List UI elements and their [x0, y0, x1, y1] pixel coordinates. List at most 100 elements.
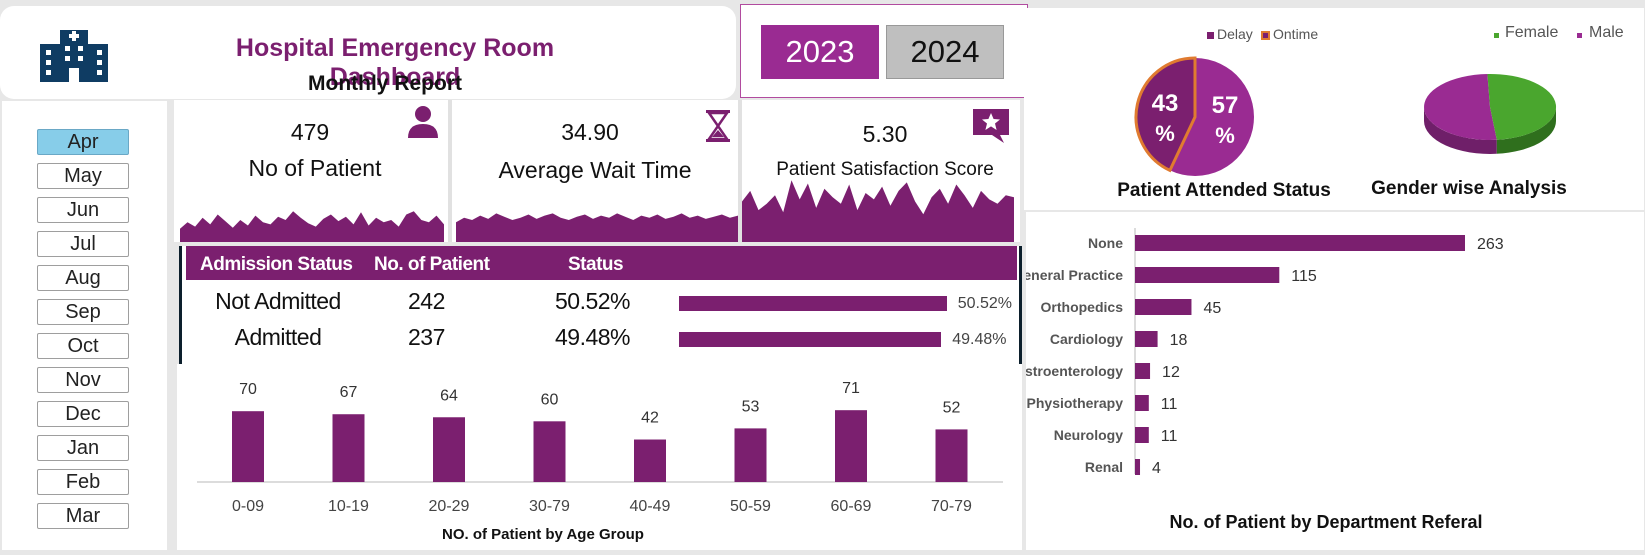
month-button-nov[interactable]: Nov: [37, 367, 129, 393]
age-bar-data-label: 60: [541, 391, 559, 408]
chart-title-attended-status: Patient Attended Status: [1117, 180, 1331, 201]
sparkline-satisfaction: [742, 180, 1014, 242]
star-comment-icon: [973, 109, 1009, 143]
sparkline-patients: [180, 211, 444, 242]
department-tick-label: Cardiology: [1050, 331, 1123, 347]
age-bar-data-label: 67: [340, 384, 358, 401]
month-button-sep[interactable]: Sep: [37, 299, 129, 325]
admission-progress-bar: [679, 332, 942, 347]
age-tick-label: 30-79: [529, 498, 570, 515]
department-data-label: 263: [1477, 236, 1504, 253]
admission-progress-bar: [679, 296, 947, 311]
month-button-oct[interactable]: Oct: [37, 333, 129, 359]
pie-side-male: [1424, 107, 1497, 154]
department-bar: [1135, 299, 1192, 315]
hospital-icon: [40, 30, 108, 82]
department-tick-label: Gastroenterology: [1026, 363, 1123, 379]
department-tick-label: Neurology: [1054, 427, 1123, 443]
column-header-status: Status: [568, 254, 624, 275]
admission-bar-label: 50.52%: [957, 295, 1013, 312]
pie-slice-female: [1487, 73, 1557, 140]
legend-swatch-ontime: [1261, 31, 1270, 40]
pie-side-female: [1496, 107, 1556, 154]
age-group-chart-panel: 70 0-09 67 10-19 64 20-29 60 30-79 42 40-49 53 50-5…: [177, 364, 1022, 550]
age-tick-label: 50-59: [730, 498, 771, 515]
month-slicer: Apr May Jun Jul Aug Sep Oct Nov Dec Jan Feb Mar: [2, 101, 167, 550]
department-referral-chart: None 263 General Practice 115 Orthopedics 45 C…: [1006, 228, 1504, 532]
admission-row-status: Not Admitted: [215, 288, 341, 314]
month-button-may[interactable]: May: [37, 163, 129, 189]
age-bar-data-label: 70: [239, 381, 257, 398]
admission-row-count: 237: [408, 324, 445, 350]
month-button-jul[interactable]: Jul: [37, 231, 129, 257]
kpi-satisfaction-label: Patient Satisfaction Score: [776, 159, 994, 180]
status-gender-panel: Delay Ontime Female Male 57% 43% Patient …: [1024, 8, 1644, 210]
year-button-2024[interactable]: 2024: [886, 25, 1004, 79]
department-data-label: 4: [1152, 460, 1161, 477]
age-bar-data-label: 53: [742, 398, 760, 415]
sparkline-patients-area: [180, 211, 444, 242]
age-tick-label: 0-09: [232, 498, 264, 515]
sparkline-satisfaction-area: [742, 180, 1014, 242]
admission-row-status: Admitted: [234, 324, 322, 350]
kpi-divider: [738, 100, 742, 242]
hourglass-icon: [706, 110, 730, 142]
month-button-apr[interactable]: Apr: [37, 129, 129, 155]
department-bar: [1135, 331, 1158, 347]
age-bar: [232, 411, 264, 482]
page-subtitle: Monthly Report: [308, 72, 462, 95]
month-button-aug[interactable]: Aug: [37, 265, 129, 291]
pie-data-label-delay: 57%: [1212, 92, 1239, 148]
pie-slice-male: [1424, 74, 1497, 140]
year-button-2023[interactable]: 2023: [761, 25, 879, 79]
kpi-satisfaction-value: 5.30: [862, 121, 908, 147]
department-data-label: 18: [1170, 332, 1188, 349]
legend-swatch-female: [1494, 33, 1499, 38]
month-button-mar[interactable]: Mar: [37, 503, 129, 529]
month-button-feb[interactable]: Feb: [37, 469, 129, 495]
month-button-jun[interactable]: Jun: [37, 197, 129, 223]
kpi-wait-label: Average Wait Time: [498, 157, 692, 183]
department-tick-label: Renal: [1085, 459, 1123, 475]
kpi-patients-value: 479: [290, 119, 330, 145]
legend-label-ontime: Ontime: [1273, 26, 1319, 42]
age-bar: [634, 439, 666, 482]
department-data-label: 45: [1203, 300, 1221, 317]
department-bar: [1135, 395, 1149, 411]
age-bar: [332, 414, 365, 482]
age-bar: [433, 417, 465, 482]
department-bar: [1135, 267, 1280, 283]
person-icon: [408, 106, 438, 138]
department-bar: [1135, 363, 1151, 379]
kpi-patients-label: No of Patient: [248, 155, 382, 181]
department-bar: [1135, 235, 1465, 251]
admission-table: Admission Status No. of Patient Status N…: [179, 246, 1022, 364]
age-bar-data-label: 64: [440, 387, 458, 404]
admission-row-count: 242: [408, 288, 445, 314]
age-bar: [734, 428, 767, 482]
admission-bar-label: 49.48%: [952, 331, 1007, 348]
page-title: Hospital Emergency Room Dashboard: [235, 34, 555, 91]
age-bar: [835, 410, 867, 482]
year-slicer: 2023 2024: [740, 4, 1028, 98]
month-button-dec[interactable]: Dec: [37, 401, 129, 427]
month-button-jan[interactable]: Jan: [37, 435, 129, 461]
sparkline-wait: [456, 213, 738, 242]
legend-swatch-male: [1577, 33, 1582, 38]
age-group-chart: 70 0-09 67 10-19 64 20-29 60 30-79 42 40-49 53 50-5…: [197, 380, 1003, 543]
age-bar-data-label: 42: [641, 410, 659, 427]
legend-label-female: Female: [1505, 24, 1559, 41]
legend-label-delay: Delay: [1217, 26, 1253, 42]
department-data-label: 12: [1162, 364, 1180, 381]
department-data-label: 11: [1161, 396, 1178, 413]
pie-charts: 57 % 43%: [1134, 56, 1557, 176]
chart-title-department: No. of Patient by Department Referal: [1169, 512, 1482, 532]
age-bar: [533, 421, 566, 482]
age-bar-data-label: 52: [943, 399, 961, 416]
department-data-label: 11: [1161, 428, 1178, 445]
age-tick-label: 20-29: [429, 498, 470, 515]
legend-label-male: Male: [1589, 24, 1624, 41]
department-bar: [1135, 459, 1141, 475]
kpi-divider: [448, 100, 452, 242]
department-bar: [1135, 427, 1149, 443]
